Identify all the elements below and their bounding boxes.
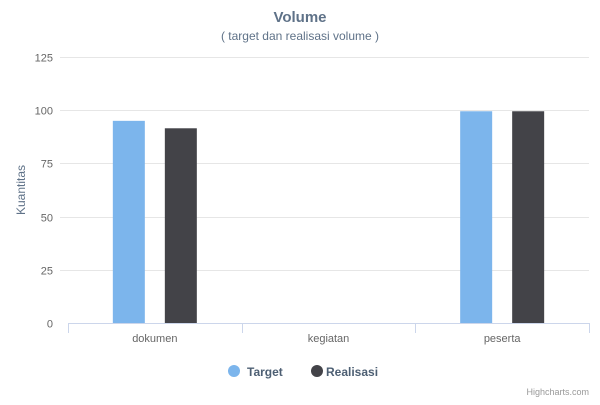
chart-title: Volume [273,9,326,26]
bar-target-peserta[interactable] [460,111,493,323]
legend-label: Target [247,365,283,379]
legend-item-realisasi[interactable]: Realisasi [311,365,378,379]
bar-target-dokumen[interactable] [112,120,145,323]
y-tick-label: 0 [47,319,53,331]
legend-marker [228,365,240,377]
x-tick-label: dokumen [132,333,177,345]
bar-realisasi-dokumen[interactable] [164,128,197,323]
y-tick-label: 50 [41,213,53,225]
chart-subtitle: ( target dan realisasi volume ) [221,29,379,43]
y-tick-label: 100 [35,106,53,118]
legend-marker [311,365,323,377]
y-tick-label: 25 [41,266,53,278]
y-tick-label: 75 [41,159,53,171]
gridlines [60,57,589,271]
y-axis-label: Kuantitas [14,165,28,215]
bars [112,111,545,323]
legend: Target Realisasi [228,365,378,379]
x-axis-ticks: dokumen kegiatan peserta [132,333,521,345]
x-tick-label: peserta [484,333,522,345]
y-tick-label: 125 [35,53,53,65]
x-axis [68,323,590,333]
x-tick-label: kegiatan [308,333,350,345]
legend-item-target[interactable]: Target [228,365,283,379]
y-axis-ticks: 0 25 50 75 100 125 [35,53,53,331]
legend-label: Realisasi [326,365,378,379]
bar-realisasi-peserta[interactable] [512,111,545,323]
credits[interactable]: Highcharts.com [526,387,589,397]
